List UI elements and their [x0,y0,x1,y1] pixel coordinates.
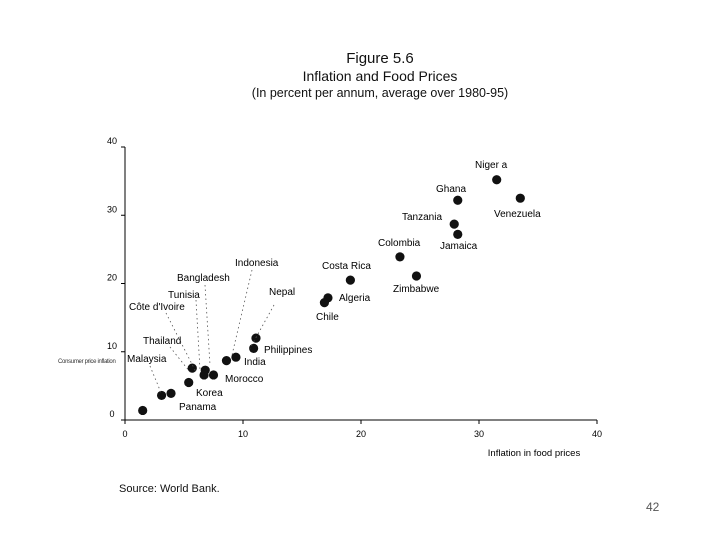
x-tick-label: 40 [592,429,602,439]
point-label: Venezuela [494,209,541,220]
data-point [221,356,232,366]
point-label: Tunisia [168,290,200,301]
point-label: Korea [196,388,223,399]
x-tick-label: 30 [474,429,484,439]
point-label: Bangladesh [177,273,230,284]
point-label: Jamaica [440,241,478,252]
point-label: Colombia [378,238,421,249]
side-axis-label: Consumer price inflation [58,359,116,365]
point-label: Costa Rica [322,261,371,272]
point-label: Zimbabwe [393,284,440,295]
y-tick-label: 30 [107,204,117,214]
leader-line [149,365,163,396]
data-point [251,333,261,343]
data-point [199,370,209,380]
page-number: 42 [646,500,660,514]
leader-line [165,312,197,373]
data-point [166,388,176,398]
data-point [492,175,502,185]
x-tick-label: 0 [122,429,127,439]
point-label: Panama [179,402,217,413]
point-label: Indonesia [235,258,279,269]
leader-line [195,299,201,371]
y-tick-label: 0 [109,409,114,419]
data-point [449,219,459,229]
chart-subtitle: Inflation and Food Prices [302,68,458,84]
y-tick-label: 20 [107,273,117,283]
data-point [231,352,241,362]
point-label: Tanzania [402,212,442,223]
point-label: Algeria [339,293,371,304]
data-point [156,390,167,401]
leader-line [169,346,191,373]
chart-note: (In percent per annum, average over 1980… [251,86,509,100]
leader-line [231,269,253,356]
point-label: Malaysia [127,354,167,365]
y-tick-label: 10 [107,341,117,351]
data-point [184,377,194,388]
point-label: Thailand [143,336,181,347]
data-point [453,229,463,239]
data-point [515,193,525,203]
point-label: Philippines [264,345,312,356]
point-label: Côte d'Ivoire [129,302,185,313]
point-label: India [244,357,266,368]
point-label: Ghana [436,184,466,195]
x-axis-label: Inflation in food prices [488,448,581,459]
data-point [138,405,148,416]
data-point [319,298,330,308]
x-tick-label: 20 [356,429,366,439]
data-point [208,370,219,380]
data-point [249,343,259,353]
data-point [187,363,197,373]
chart-title: Figure 5.6 [346,50,414,67]
data-point [395,252,405,262]
x-tick-label: 10 [238,429,248,439]
data-point [345,275,355,285]
point-label: Chile [316,312,339,323]
y-tick-label: 40 [107,136,117,146]
data-point [453,195,463,205]
leader-line [204,284,211,366]
point-label: Niger a [475,160,508,171]
point-label: Nepal [269,287,295,298]
source-note: Source: World Bank. [119,483,220,495]
point-label: Morocco [225,374,264,385]
data-point [411,271,422,281]
